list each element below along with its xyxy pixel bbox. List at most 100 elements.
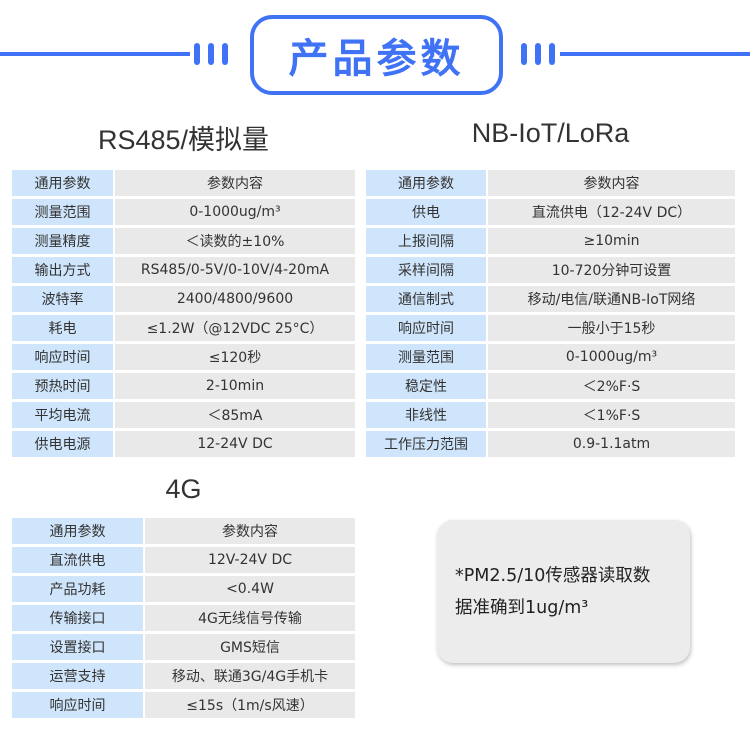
param-label: 测量范围 [12,199,113,225]
table-row: 响应时间 ≤120秒 [12,344,355,370]
param-label: 上报间隔 [366,228,486,254]
param-value: 4G无线信号传输 [145,605,355,631]
param-value: ≥10min [488,228,735,254]
note-line-1: *PM2.5/10传感器读取数 [455,565,651,586]
table-row: 平均电流 ＜85mA [12,402,355,428]
param-value: 移动、联通3G/4G手机卡 [145,663,355,689]
table-row: 测量范围 0-1000ug/m³ [366,344,735,370]
table-row: 响应时间 一般小于15秒 [366,315,735,341]
decor-bar [222,43,228,65]
param-label: 产品功耗 [12,576,143,602]
param-label: 测量范围 [366,344,486,370]
decor-line-right [560,52,750,56]
param-value: ≤15s（1m/s风速） [145,692,355,718]
table-header-row: 通用参数 参数内容 [12,170,355,196]
table-row: 输出方式 RS485/0-5V/0-10V/4-20mA [12,257,355,283]
param-value: GMS短信 [145,634,355,660]
param-value: 12V-24V DC [145,547,355,573]
param-label: 直流供电 [12,547,143,573]
nbiot-spec-table: 通用参数 参数内容 供电 直流供电（12-24V DC） 上报间隔 ≥10min 采样间隔 1… [366,170,735,460]
accuracy-note: *PM2.5/10传感器读取数 据准确到1ug/m³ [437,520,690,663]
param-label: 非线性 [366,402,486,428]
rs485-spec-table: 通用参数 参数内容 测量范围 0-1000ug/m³ 测量精度 ＜读数的±10% 输出方式 R… [12,170,355,460]
table-row: 波特率 2400/4800/9600 [12,286,355,312]
param-label: 预热时间 [12,373,113,399]
table-header-row: 通用参数 参数内容 [12,518,355,544]
table-row: 预热时间 2-10min [12,373,355,399]
note-line-2: 据准确到1ug/m³ [455,597,589,618]
param-label: 稳定性 [366,373,486,399]
param-label: 测量精度 [12,228,113,254]
decor-bar [549,43,555,65]
decor-line-left [0,52,190,56]
param-value: ＜读数的±10% [115,228,355,254]
rs485-heading: RS485/模拟量 [97,125,270,155]
param-value: ＜1%F·S [488,402,735,428]
decor-bar [535,43,541,65]
param-value: 直流供电（12-24V DC） [488,199,735,225]
param-label: 工作压力范围 [366,431,486,457]
param-label: 响应时间 [366,315,486,341]
param-label: 响应时间 [12,344,113,370]
header-label: 通用参数 [12,518,143,544]
table-row: 测量范围 0-1000ug/m³ [12,199,355,225]
param-label: 采样间隔 [366,257,486,283]
header-label: 通用参数 [366,170,486,196]
param-label: 供电电源 [12,431,113,457]
param-value: 0.9-1.1atm [488,431,735,457]
param-value: ＜2%F·S [488,373,735,399]
param-label: 传输接口 [12,605,143,631]
header-value: 参数内容 [488,170,735,196]
param-value: 2400/4800/9600 [115,286,355,312]
table-row: 工作压力范围 0.9-1.1atm [366,431,735,457]
decor-bar [208,43,214,65]
param-label: 供电 [366,199,486,225]
param-label: 通信制式 [366,286,486,312]
param-label: 运营支持 [12,663,143,689]
param-value: ≤120秒 [115,344,355,370]
param-label: 响应时间 [12,692,143,718]
table-row: 运营支持 移动、联通3G/4G手机卡 [12,663,355,689]
table-row: 稳定性 ＜2%F·S [366,373,735,399]
table-row: 非线性 ＜1%F·S [366,402,735,428]
4g-spec-table: 通用参数 参数内容 直流供电 12V-24V DC 产品功耗 <0.4W 传输接口 4G无线信… [12,518,355,721]
title-banner: 产品参数 [250,15,503,95]
param-value: ＜85mA [115,402,355,428]
header-label: 通用参数 [12,170,113,196]
table-row: 供电 直流供电（12-24V DC） [366,199,735,225]
table-header-row: 通用参数 参数内容 [366,170,735,196]
table-row: 耗电 ≤1.2W（@12VDC 25°C） [12,315,355,341]
param-value: <0.4W [145,576,355,602]
param-value: 0-1000ug/m³ [115,199,355,225]
param-value: 0-1000ug/m³ [488,344,735,370]
table-row: 产品功耗 <0.4W [12,576,355,602]
param-value: 12-24V DC [115,431,355,457]
table-row: 直流供电 12V-24V DC [12,547,355,573]
table-row: 上报间隔 ≥10min [366,228,735,254]
param-label: 波特率 [12,286,113,312]
4g-heading: 4G [165,474,202,504]
param-label: 输出方式 [12,257,113,283]
page-title: 产品参数 [288,36,465,82]
param-value: ≤1.2W（@12VDC 25°C） [115,315,355,341]
decor-bar [194,43,200,65]
param-label: 设置接口 [12,634,143,660]
table-row: 测量精度 ＜读数的±10% [12,228,355,254]
table-row: 采样间隔 10-720分钟可设置 [366,257,735,283]
table-row: 传输接口 4G无线信号传输 [12,605,355,631]
param-value: 10-720分钟可设置 [488,257,735,283]
param-value: RS485/0-5V/0-10V/4-20mA [115,257,355,283]
nbiot-heading: NB-IoT/LoRa [471,118,630,148]
param-label: 耗电 [12,315,113,341]
decor-bar [521,43,527,65]
param-value: 2-10min [115,373,355,399]
param-label: 平均电流 [12,402,113,428]
table-row: 通信制式 移动/电信/联通NB-IoT网络 [366,286,735,312]
param-value: 移动/电信/联通NB-IoT网络 [488,286,735,312]
table-row: 供电电源 12-24V DC [12,431,355,457]
table-row: 响应时间 ≤15s（1m/s风速） [12,692,355,718]
param-value: 一般小于15秒 [488,315,735,341]
header-value: 参数内容 [115,170,355,196]
table-row: 设置接口 GMS短信 [12,634,355,660]
